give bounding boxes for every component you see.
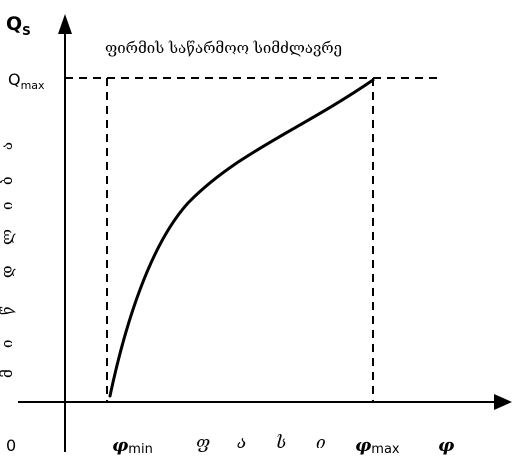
x-axis-arrowhead [494, 394, 512, 410]
y-letter-8: მ [0, 369, 16, 378]
x-word-letter-4: ი [316, 433, 326, 453]
y-letter-5: დ [0, 265, 16, 278]
phi-min-label: φmin [112, 435, 153, 457]
qmax-label-main: Q [8, 70, 21, 89]
y-axis-label-sub: S [22, 24, 31, 38]
diagram-title: ფირმის საწარმოო სიმძლავრე [105, 39, 342, 57]
phi-max-label: φmax [355, 435, 400, 457]
y-letter-1: ა [0, 142, 16, 150]
y-axis-label-main: Q [6, 13, 22, 35]
y-letter-2: ბ [0, 176, 16, 185]
y-letter-3: ი [0, 202, 16, 210]
y-axis-arrowhead [58, 14, 72, 34]
y-letter-6: წ [0, 306, 16, 315]
phi-max-symbol: φ [355, 435, 372, 456]
x-word-letter-2: ა [237, 433, 246, 453]
qmax-label-sub: max [21, 79, 45, 92]
y-letter-4: ლ [0, 229, 16, 245]
phi-max-sub: max [371, 442, 400, 457]
phi-min-sub: min [128, 442, 153, 457]
x-word-letter-1: ფ [196, 433, 210, 453]
x-word-letter-3: ს [276, 433, 286, 453]
y-axis-label: QS [6, 13, 31, 38]
qmax-label: Qmax [8, 70, 45, 92]
y-letter-7: ი [0, 340, 16, 348]
origin-label: 0 [6, 436, 16, 455]
supply-curve [108, 78, 375, 398]
phi-min-symbol: φ [112, 435, 129, 456]
x-axis-label: φ [438, 435, 455, 456]
